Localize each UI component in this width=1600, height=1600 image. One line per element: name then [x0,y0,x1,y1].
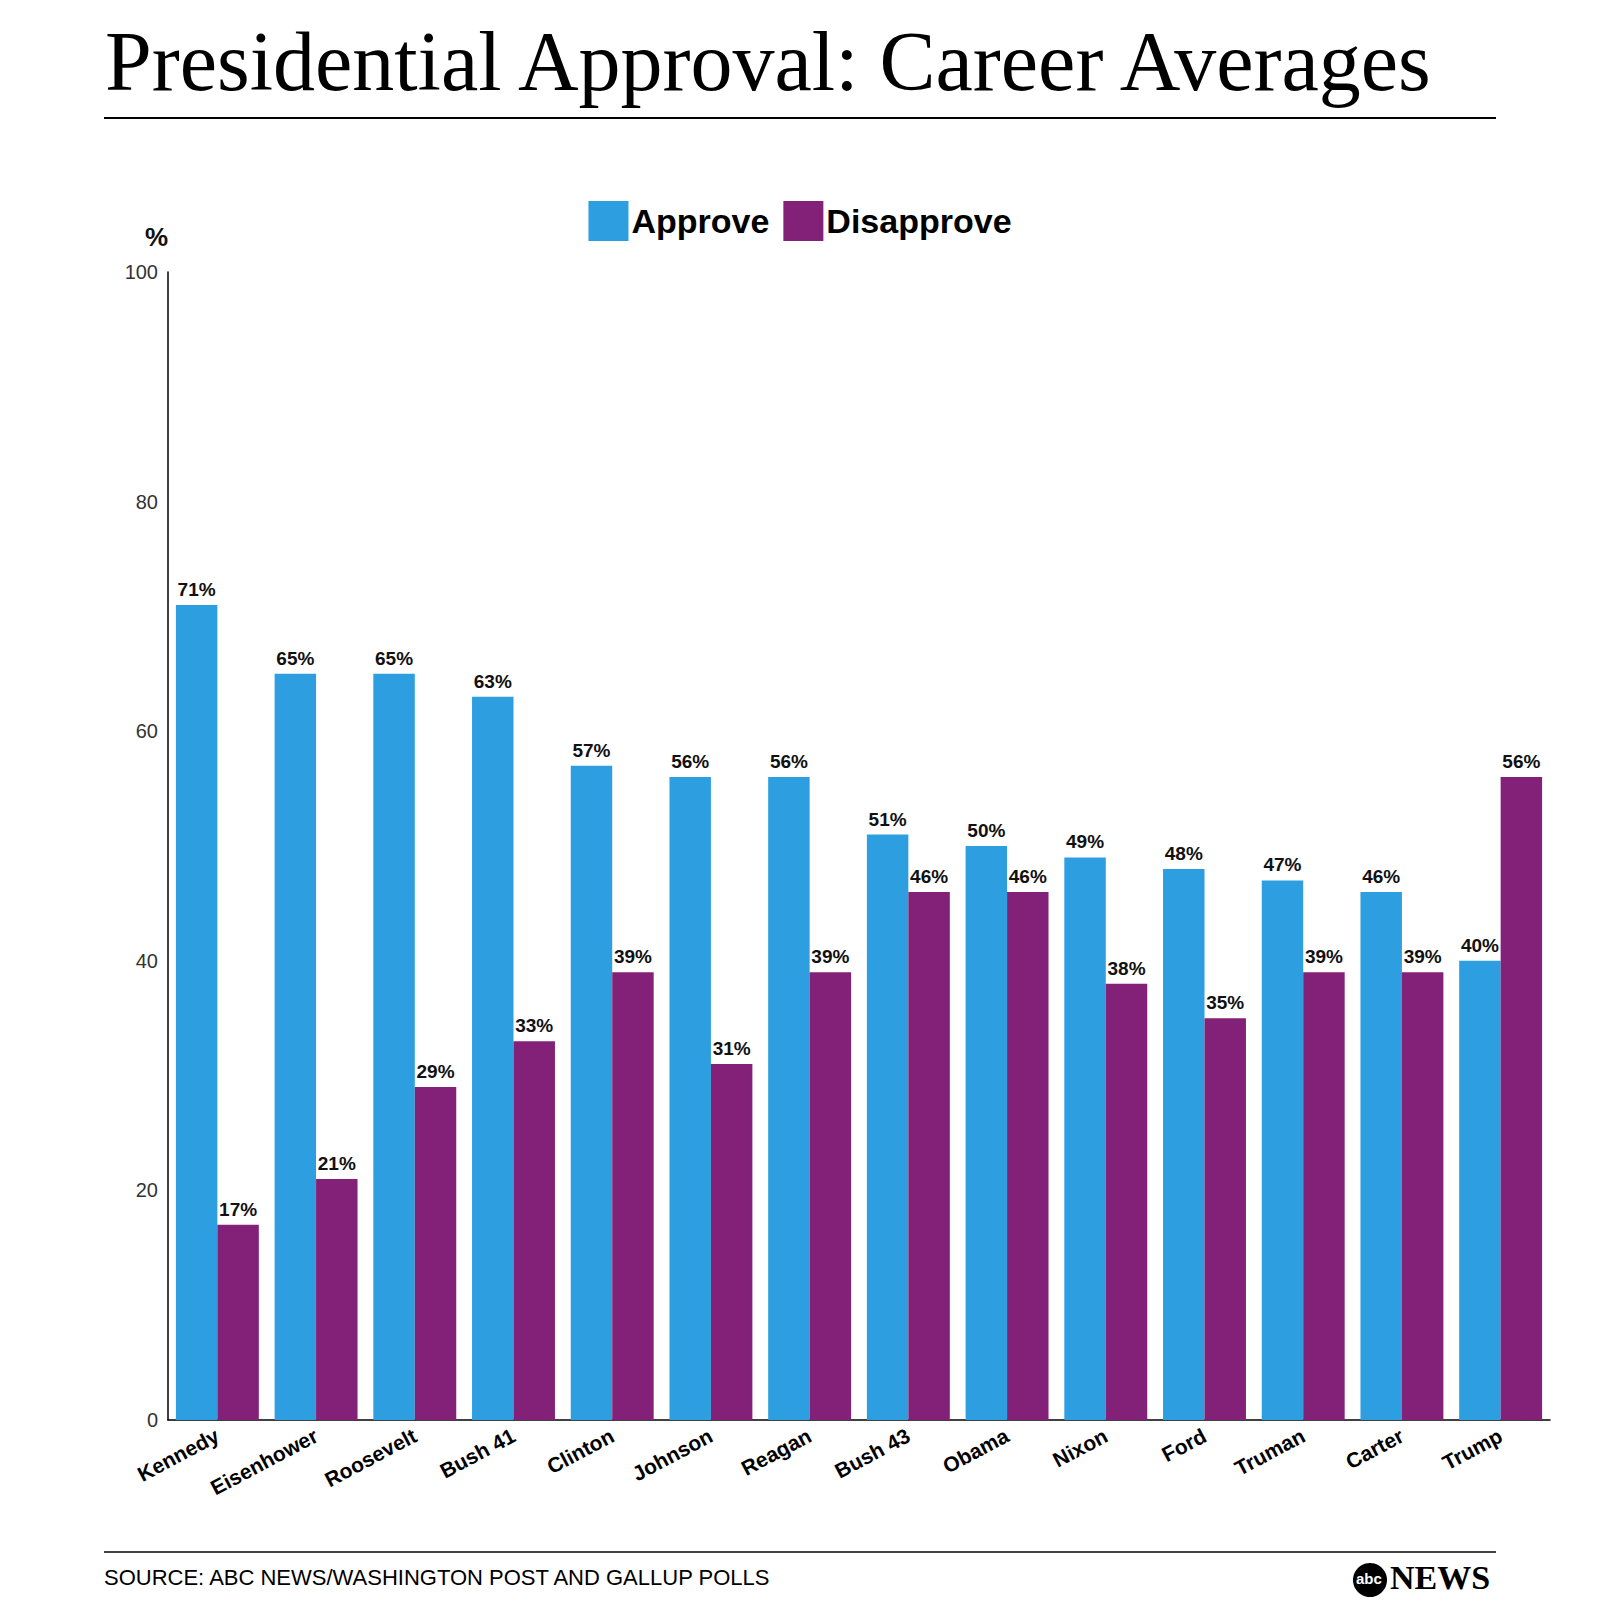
svg-text:Bush 43: Bush 43 [831,1424,914,1483]
svg-text:Disapprove: Disapprove [826,202,1011,240]
svg-text:46%: 46% [1362,866,1400,887]
svg-text:Reagan: Reagan [737,1424,815,1480]
svg-text:56%: 56% [671,751,709,772]
svg-text:abc: abc [1356,1570,1382,1587]
svg-text:40: 40 [136,950,158,972]
svg-text:50%: 50% [967,820,1005,841]
svg-text:Nixon: Nixon [1049,1424,1111,1472]
svg-text:47%: 47% [1263,854,1301,875]
svg-text:31%: 31% [713,1038,751,1059]
svg-text:Roosevelt: Roosevelt [321,1424,420,1491]
svg-text:56%: 56% [770,751,808,772]
svg-text:Clinton: Clinton [543,1424,618,1478]
svg-text:35%: 35% [1206,992,1244,1013]
svg-text:NEWS: NEWS [1390,1559,1490,1596]
svg-text:60: 60 [136,720,158,742]
svg-text:46%: 46% [1009,866,1047,887]
svg-text:20: 20 [136,1179,158,1201]
svg-text:38%: 38% [1108,958,1146,979]
svg-text:Eisenhower: Eisenhower [207,1424,322,1500]
svg-text:Ford: Ford [1158,1424,1210,1466]
svg-text:51%: 51% [869,809,907,830]
svg-text:Presidential Approval: Career: Presidential Approval: Career Averages [105,15,1431,108]
svg-text:71%: 71% [178,579,216,600]
svg-text:0: 0 [147,1409,158,1431]
svg-text:65%: 65% [276,648,314,669]
svg-text:21%: 21% [318,1153,356,1174]
svg-text:39%: 39% [614,946,652,967]
svg-text:Kennedy: Kennedy [133,1423,223,1486]
svg-text:Approve: Approve [631,202,769,240]
svg-text:39%: 39% [811,946,849,967]
svg-text:57%: 57% [572,740,610,761]
svg-text:49%: 49% [1066,831,1104,852]
svg-text:48%: 48% [1165,843,1203,864]
svg-text:SOURCE: ABC NEWS/WASHINGTON PO: SOURCE: ABC NEWS/WASHINGTON POST AND GAL… [104,1565,769,1590]
svg-text:65%: 65% [375,648,413,669]
svg-text:39%: 39% [1305,946,1343,967]
svg-text:17%: 17% [219,1199,257,1220]
svg-text:Trump: Trump [1439,1424,1506,1474]
svg-text:39%: 39% [1404,946,1442,967]
svg-text:56%: 56% [1502,751,1540,772]
svg-text:Johnson: Johnson [628,1424,716,1485]
svg-text:40%: 40% [1461,935,1499,956]
svg-text:46%: 46% [910,866,948,887]
svg-text:100: 100 [125,261,158,283]
svg-text:%: % [145,222,168,252]
svg-text:63%: 63% [474,671,512,692]
svg-text:29%: 29% [417,1061,455,1082]
svg-text:Truman: Truman [1231,1424,1309,1480]
svg-text:Carter: Carter [1342,1424,1407,1473]
svg-text:80: 80 [136,491,158,513]
svg-text:33%: 33% [515,1015,553,1036]
svg-text:Obama: Obama [939,1424,1013,1478]
svg-text:Bush 41: Bush 41 [436,1424,519,1483]
